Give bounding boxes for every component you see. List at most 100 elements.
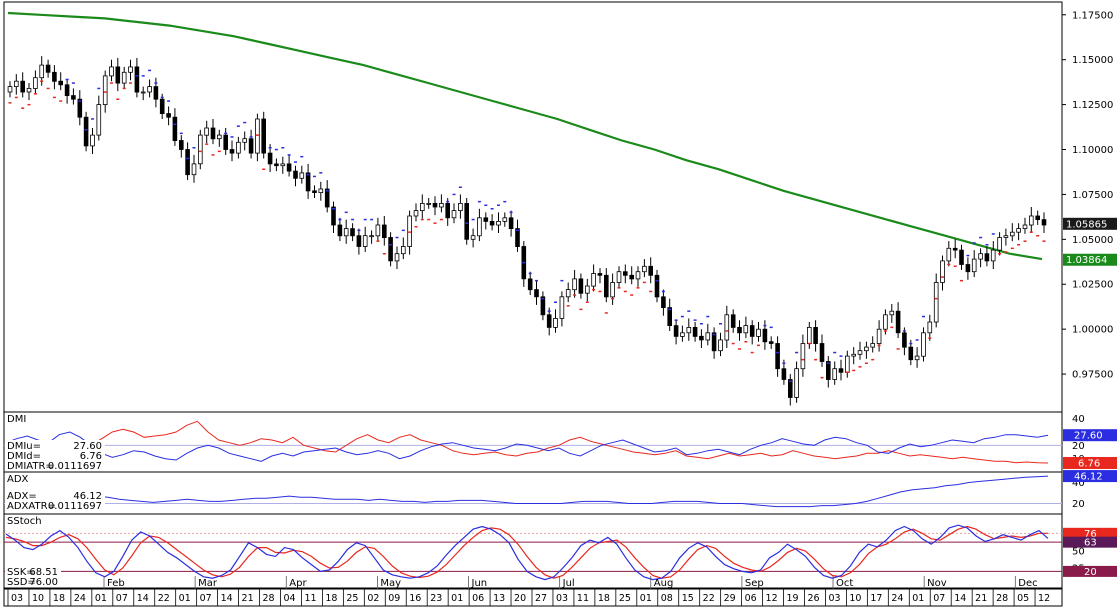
sar-dot xyxy=(687,310,691,312)
price-tick-label: 1.10000 xyxy=(1072,145,1113,156)
candle-body xyxy=(1016,228,1021,233)
candle-body xyxy=(775,343,780,370)
x-month-label: Feb xyxy=(107,578,125,589)
sar-dot xyxy=(110,82,113,84)
sar-dot xyxy=(224,132,228,135)
candle-body xyxy=(419,202,425,211)
sar-dot xyxy=(408,231,412,233)
candle-body xyxy=(432,202,438,208)
sar-dot xyxy=(915,339,919,341)
candle-body xyxy=(45,64,51,73)
sar-dot xyxy=(97,87,101,90)
sar-dot xyxy=(1023,240,1027,242)
candle-body xyxy=(914,355,920,361)
candle-body xyxy=(546,314,552,328)
candle-body xyxy=(959,249,964,265)
sar-dot xyxy=(281,147,285,149)
sar-dot xyxy=(287,154,291,156)
ssd-label: SSD= xyxy=(7,577,36,588)
candle-body xyxy=(210,127,216,140)
price-tick-label: 1.00000 xyxy=(1072,325,1113,336)
x-day-tick-label: 14 xyxy=(137,593,149,604)
x-day-tick-label: 22 xyxy=(703,593,715,604)
sar-dot xyxy=(845,371,849,373)
candle-body xyxy=(768,341,774,344)
candle-body xyxy=(585,285,590,294)
candle-body xyxy=(445,202,450,219)
candle-body xyxy=(623,271,628,276)
sar-dot xyxy=(78,100,82,102)
sar-dot xyxy=(960,279,963,282)
x-day-tick-label: 18 xyxy=(325,593,337,604)
candle-body xyxy=(673,325,679,337)
candle-body xyxy=(591,273,596,287)
sar-dot xyxy=(680,315,684,318)
sar-dot xyxy=(1010,247,1014,250)
sar-dot xyxy=(922,315,925,318)
x-day-tick-label: 07 xyxy=(116,593,128,604)
sar-dot xyxy=(909,342,913,345)
candle-body xyxy=(236,141,241,154)
candle-body xyxy=(826,361,831,380)
sar-dot xyxy=(585,301,589,303)
sar-dot xyxy=(217,150,221,153)
sar-dot xyxy=(46,87,50,90)
sar-dot xyxy=(344,211,348,214)
panel-frame-2 xyxy=(3,471,1063,515)
panel-frame-1 xyxy=(3,411,1063,473)
x-day-tick-label: 25 xyxy=(619,593,631,604)
candle-body xyxy=(515,228,520,248)
candle-body xyxy=(324,188,330,208)
sar-dot xyxy=(306,173,310,176)
candle-body xyxy=(807,326,812,344)
candle-body xyxy=(527,278,533,291)
candle-body xyxy=(616,271,622,283)
sstoch-level-tag: 63 xyxy=(1084,538,1097,549)
candle-body xyxy=(889,310,895,316)
x-month-label: May xyxy=(380,578,401,589)
sar-dot xyxy=(820,376,824,379)
candle-body xyxy=(197,134,203,165)
sstoch-level-tag-bg xyxy=(1063,565,1117,577)
sar-dot xyxy=(490,208,494,210)
adx-readout-label: ADX= xyxy=(7,491,37,502)
candle-body xyxy=(400,246,406,255)
candle-body xyxy=(711,332,717,352)
sar-dot xyxy=(395,236,399,239)
sar-dot xyxy=(167,100,171,102)
x-month-label: Mar xyxy=(198,578,218,589)
candle-body xyxy=(832,368,837,380)
sar-dot xyxy=(998,253,1002,255)
candle-body xyxy=(902,332,907,348)
adx-atr-value: 0.0111697 xyxy=(48,501,102,512)
candle-body xyxy=(293,170,298,179)
last-price-tag: 1.05865 xyxy=(1066,219,1107,230)
sar-dot xyxy=(8,102,12,104)
sar-dot xyxy=(649,290,653,293)
x-day-tick-label: 20 xyxy=(514,593,526,604)
x-day-tick-label: 01 xyxy=(912,593,924,604)
candle-body xyxy=(83,116,89,147)
candle-body xyxy=(153,86,159,100)
x-day-tick-label: 25 xyxy=(346,593,358,604)
candle-body xyxy=(724,314,730,341)
sar-dot xyxy=(389,244,393,246)
ssk-value: 68.51 xyxy=(29,567,58,578)
sar-dot xyxy=(503,200,507,203)
candle-body xyxy=(407,215,412,247)
sar-dot xyxy=(427,218,431,221)
x-day-tick-label: 15 xyxy=(682,593,694,604)
sar-dot xyxy=(731,342,735,345)
sar-dot xyxy=(452,193,456,196)
candle-body xyxy=(280,163,286,167)
sar-dot xyxy=(750,351,754,354)
candle-body xyxy=(921,332,926,357)
x-day-tick-label: 06 xyxy=(745,593,757,604)
sar-dot xyxy=(611,297,615,300)
candle-body xyxy=(33,77,38,89)
candle-body xyxy=(299,172,305,179)
x-day-tick-label: 04 xyxy=(283,593,295,604)
sar-dot xyxy=(617,287,621,289)
sar-dot xyxy=(560,279,564,282)
dmi-plus-line xyxy=(5,431,1049,462)
